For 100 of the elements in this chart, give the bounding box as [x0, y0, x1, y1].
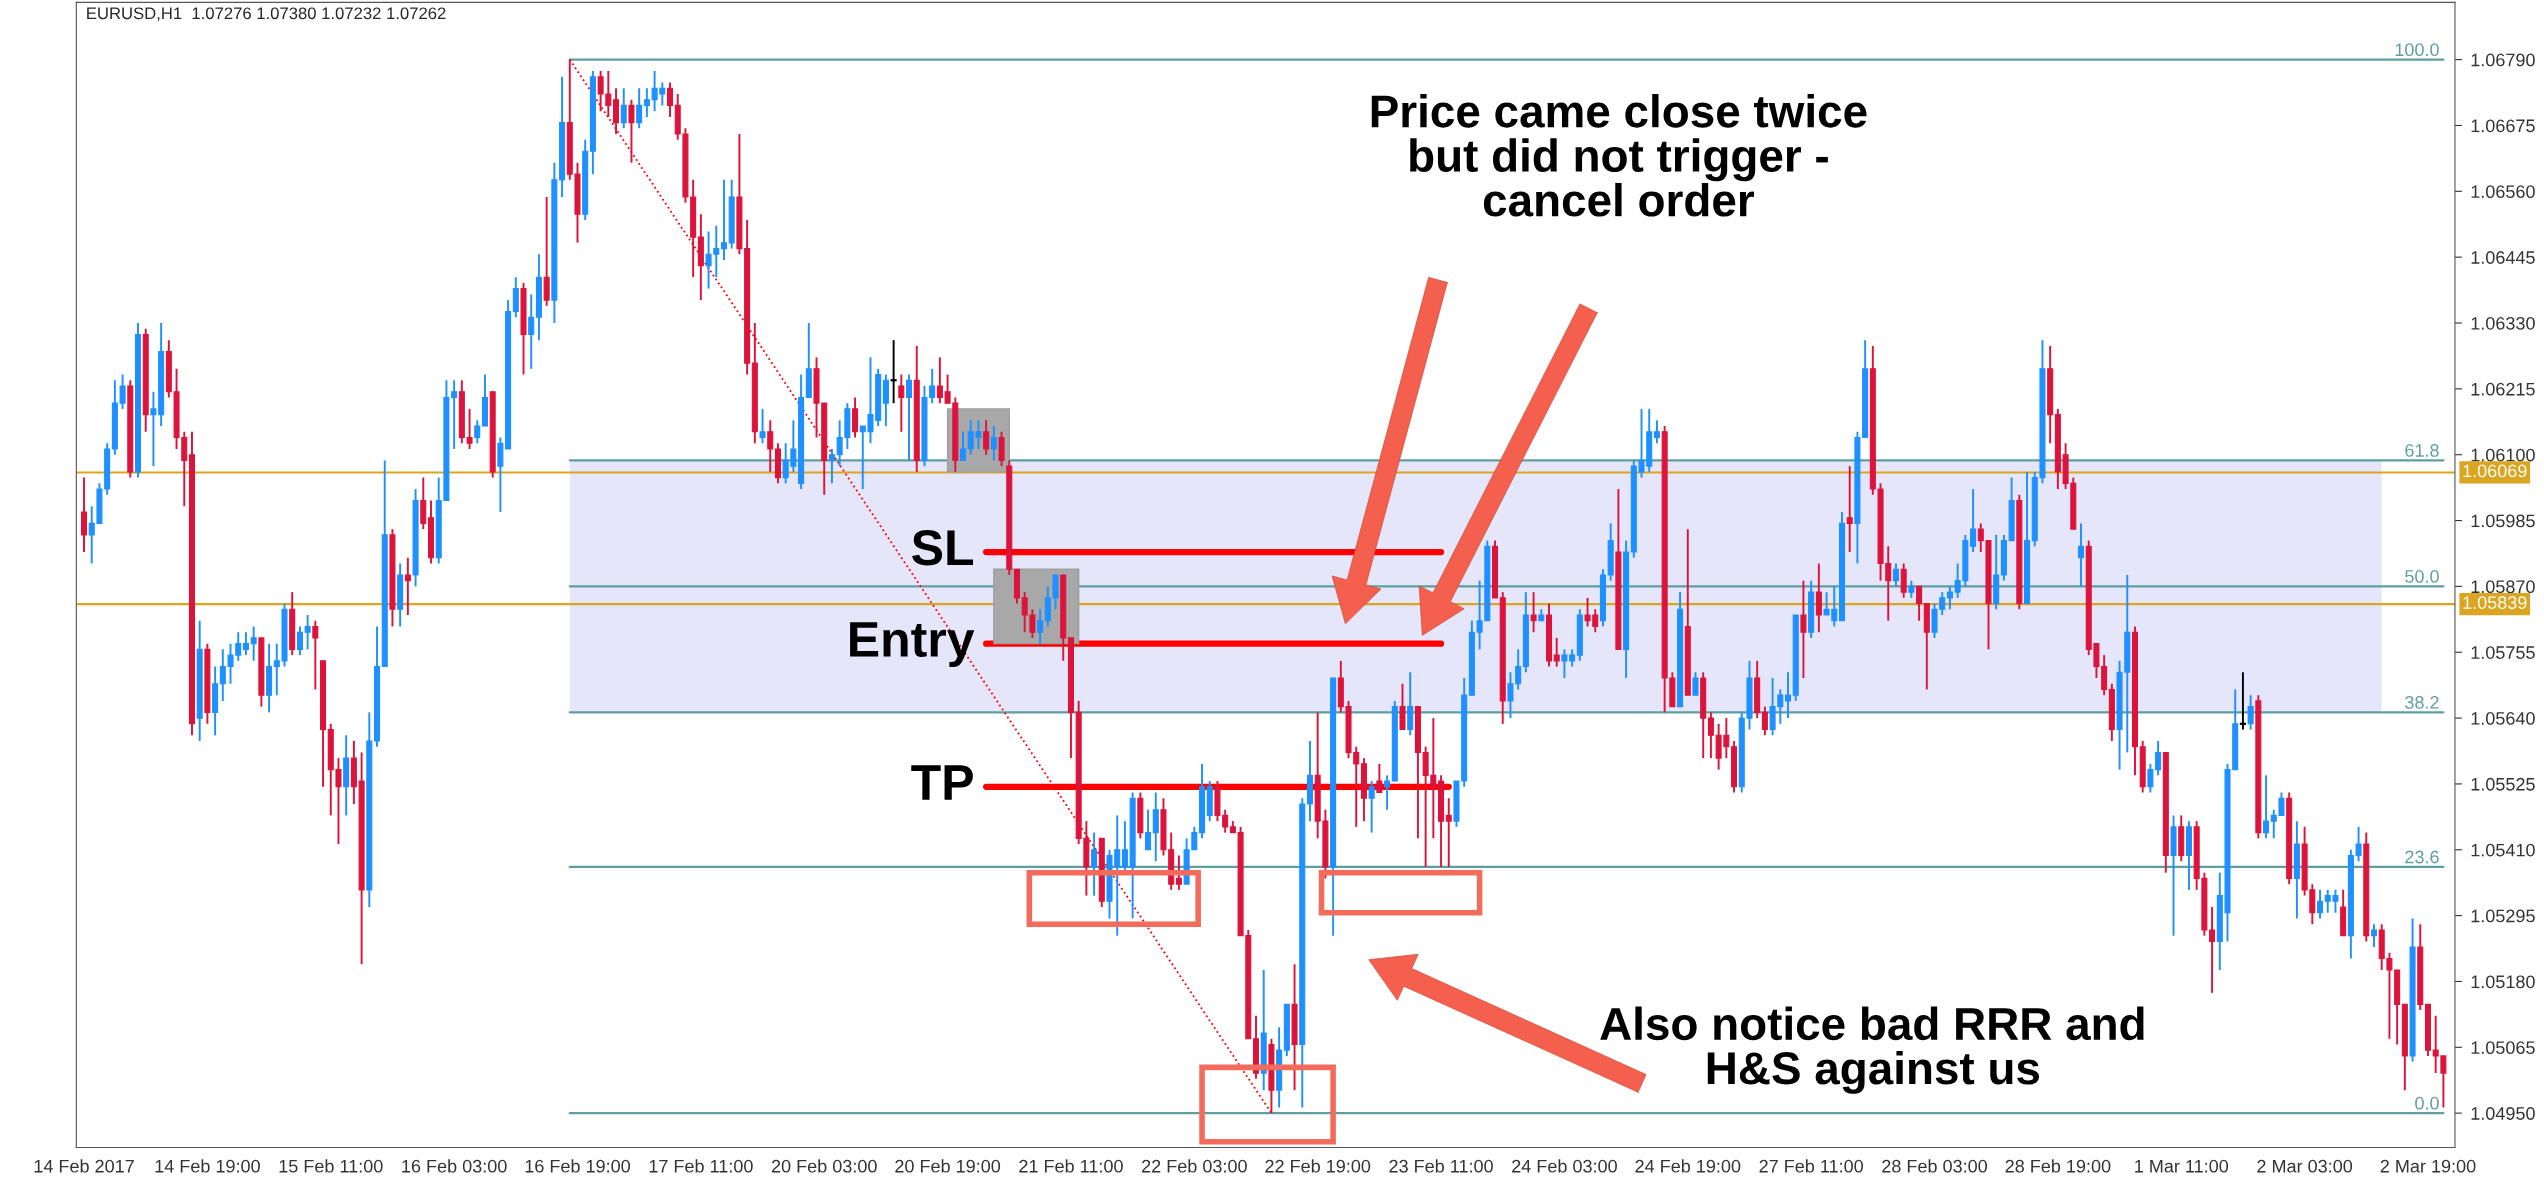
- y-tick-label: 1.06675: [2471, 119, 2535, 133]
- y-tick-label: 1.06330: [2471, 316, 2535, 330]
- candlestick: [1530, 591, 1537, 634]
- candlestick: [828, 448, 835, 485]
- candlestick: [852, 396, 859, 439]
- series-label: SL: [912, 530, 974, 566]
- series-label: 100.0: [2395, 43, 2439, 57]
- x-tick-label: 1 Mar 11:00: [2135, 1159, 2229, 1173]
- candlestick: [1916, 585, 1923, 622]
- candlestick: [1037, 608, 1044, 645]
- candlestick: [1175, 854, 1182, 891]
- candlestick: [767, 419, 774, 473]
- y-tick-label: 1.05180: [2471, 975, 2535, 989]
- series-label: 50.0: [2405, 570, 2439, 583]
- candlestick: [1761, 705, 1768, 737]
- candlestick: [1152, 791, 1159, 863]
- y-tick-label: 1.05410: [2471, 843, 2535, 857]
- series-label: 61.8: [2405, 444, 2439, 457]
- annotation: Also notice bad RRR and H&S against us: [1600, 1006, 2144, 1094]
- candlestick: [1368, 780, 1375, 834]
- candlestick: [312, 619, 319, 691]
- candlestick: [720, 178, 728, 261]
- candlestick: [959, 430, 967, 462]
- x-tick-label: 22 Feb 19:00: [1265, 1159, 1371, 1173]
- candlestick: [81, 476, 88, 554]
- y-tick-label: 1.05065: [2471, 1041, 2535, 1055]
- y-tick-label: 1.06100: [2471, 448, 2535, 462]
- candlestick: [528, 293, 535, 370]
- candlestick: [613, 87, 620, 136]
- ref-line-label: 1.06069: [2463, 464, 2527, 478]
- candlestick: [1384, 774, 1391, 811]
- candlestick: [296, 625, 303, 657]
- candlestick: [898, 373, 905, 433]
- x-tick-label: 23 Feb 11:00: [1389, 1159, 1493, 1173]
- candlestick: [1407, 671, 1414, 737]
- candlestick: [666, 81, 674, 118]
- candlestick: [1800, 579, 1807, 679]
- candlestick: [2247, 694, 2254, 731]
- candlestick: [1784, 671, 1792, 720]
- y-tick-label: 1.04950: [2471, 1107, 2535, 1120]
- ref-line-label: 1.05839: [2463, 596, 2527, 609]
- candlestick: [1692, 671, 1699, 697]
- candlestick: [620, 87, 627, 130]
- x-tick-label: 16 Feb 03:00: [402, 1159, 507, 1173]
- y-tick-label: 1.06790: [2471, 53, 2535, 67]
- candlestick: [1553, 636, 1560, 668]
- candlestick: [1653, 419, 1660, 445]
- x-tick-label: 14 Feb 2017: [34, 1159, 134, 1173]
- candlestick: [1900, 562, 1907, 599]
- candlestick: [304, 614, 311, 651]
- x-tick-label: 27 Feb 11:00: [1759, 1159, 1863, 1173]
- x-tick-label: 2 Mar 19:00: [2380, 1159, 2476, 1173]
- candlestick: [543, 196, 550, 307]
- candlestick: [1707, 711, 1714, 760]
- candlestick: [2317, 888, 2324, 920]
- candlestick: [1445, 797, 1452, 868]
- y-tick-label: 1.06445: [2471, 251, 2535, 264]
- x-tick-label: 28 Feb 19:00: [2005, 1159, 2111, 1173]
- y-tick-label: 1.05985: [2471, 514, 2535, 528]
- x-tick-label: 20 Feb 03:00: [771, 1159, 877, 1173]
- candlestick: [1946, 585, 1953, 611]
- candlestick: [990, 425, 997, 462]
- y-tick-label: 1.05870: [2471, 580, 2535, 594]
- y-tick-label: 1.05525: [2471, 777, 2535, 791]
- x-tick-label: 16 Feb 19:00: [525, 1159, 630, 1173]
- x-tick-label: 28 Feb 03:00: [1882, 1159, 1988, 1173]
- candlestick: [906, 373, 913, 462]
- x-tick-label: 14 Feb 19:00: [155, 1159, 260, 1173]
- candlestick: [1846, 465, 1853, 554]
- y-tick-label: 1.05295: [2471, 909, 2535, 923]
- y-tick-label: 1.05755: [2471, 646, 2535, 659]
- candlestick: [2263, 774, 2270, 840]
- series-label: TP: [911, 765, 973, 800]
- candlestick: [759, 407, 766, 445]
- chart-title: EURUSD,H1 1.07276 1.07380 1.07232 1.07262: [87, 7, 446, 22]
- candlestick: [512, 276, 519, 319]
- x-tick-label: 20 Feb 19:00: [895, 1159, 1001, 1173]
- y-tick-label: 1.06560: [2471, 185, 2535, 199]
- candlestick: [636, 87, 643, 130]
- candlestick: [1145, 808, 1152, 851]
- candlestick: [2077, 522, 2085, 588]
- series-label: 23.6: [2405, 850, 2439, 864]
- candlestick: [628, 98, 635, 164]
- y-tick-label: 1.05640: [2471, 712, 2535, 725]
- x-tick-label: 2 Mar 03:00: [2257, 1159, 2353, 1173]
- series-label: Entry: [850, 622, 975, 667]
- candlestick: [1399, 682, 1406, 731]
- x-tick-label: 22 Feb 03:00: [1142, 1159, 1247, 1173]
- x-tick-label: 15 Feb 11:00: [279, 1159, 383, 1173]
- candlestick: [998, 430, 1005, 468]
- series-label: 38.2: [2405, 696, 2439, 709]
- candlestick: [2209, 906, 2216, 994]
- candlestick: [1091, 831, 1098, 897]
- x-tick-label: 21 Feb 11:00: [1019, 1159, 1123, 1173]
- x-tick-label: 17 Feb 11:00: [649, 1159, 753, 1173]
- candlestick: [420, 476, 427, 531]
- y-tick-label: 1.06215: [2471, 382, 2535, 396]
- candlestick: [1892, 562, 1899, 588]
- candlestick: [882, 373, 889, 428]
- candlestick: [250, 625, 257, 662]
